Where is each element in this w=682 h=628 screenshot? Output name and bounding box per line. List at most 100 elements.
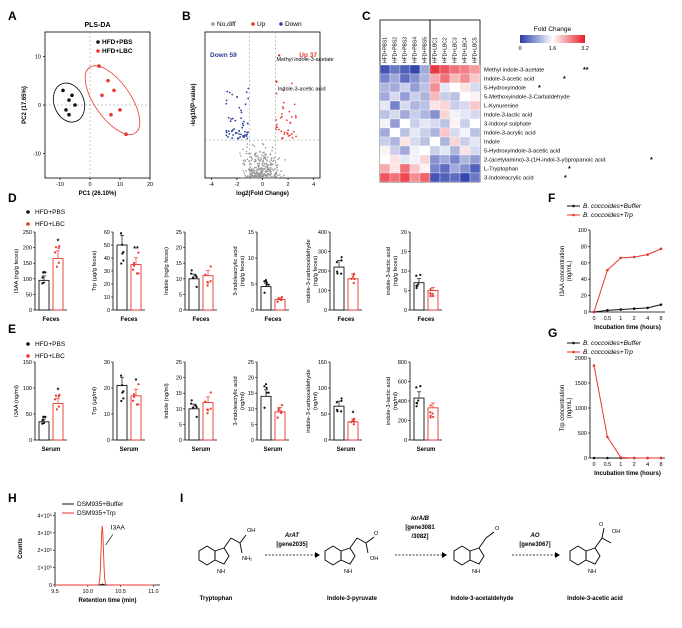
column-label: HFD+PBS4: [413, 37, 419, 63]
up-point: [275, 123, 278, 126]
nodiff-point: [249, 162, 251, 165]
bar: [333, 266, 345, 311]
bar: [188, 278, 200, 311]
series-point: [646, 306, 649, 310]
y-tick-label: 0: [584, 456, 587, 462]
nodiff-point: [244, 174, 247, 177]
heatmap-cell: [439, 100, 451, 111]
y-tick-label: 150: [318, 360, 327, 366]
heatmap-cell: [409, 118, 421, 129]
data-point: [265, 386, 268, 390]
chromatogram-trace: [55, 525, 154, 586]
data-point: [350, 277, 353, 280]
significance-marker: *: [57, 239, 60, 246]
pbs-point: [70, 93, 74, 98]
series-point: [659, 247, 663, 251]
heatmap-cell: [429, 109, 441, 120]
y-tick-label: 10: [104, 295, 110, 301]
heatmap-cell: [419, 91, 431, 102]
x-axis-label: log2(Fold Change): [236, 191, 289, 197]
y-tick-label: 0: [324, 438, 327, 444]
data-point: [280, 404, 284, 407]
heatmap-cell: [379, 82, 391, 93]
data-point: [191, 406, 195, 409]
heatmap-cell: [449, 163, 461, 174]
nodiff-point: [259, 167, 262, 170]
down-point: [246, 133, 248, 136]
down-point: [234, 119, 237, 122]
heatmap-cell: [429, 163, 441, 174]
down-point: [239, 136, 242, 138]
legend-marker: [96, 49, 100, 53]
data-point: [54, 246, 58, 249]
nodiff-point: [270, 176, 273, 179]
bar: [260, 286, 272, 311]
y-tick-label: 200: [23, 246, 32, 252]
nodiff-point: [246, 158, 249, 161]
bar: [260, 395, 272, 441]
x-tick-label: 11.0: [148, 589, 158, 595]
legend-marker: [26, 222, 30, 226]
nodiff-point: [250, 170, 253, 172]
heatmap-cell: [449, 82, 461, 93]
down-point: [231, 93, 234, 96]
nodiff-point: [257, 169, 260, 171]
heatmap-cell: [439, 172, 451, 183]
x-category-label: Feces: [42, 317, 60, 323]
nodiff-point: [262, 162, 264, 165]
chromatogram-chart: 0 1×10⁵ 2×10⁵ 3×10⁵ 4×10⁵ 9.5 10.0 10.5 11.0 Rete…: [18, 501, 160, 604]
y-tick-label: 10: [248, 407, 254, 413]
panel-label-i: I: [180, 491, 183, 505]
x-category-label: Serum: [337, 447, 356, 453]
pbs-point: [64, 108, 68, 112]
nodiff-point: [267, 156, 269, 158]
nodiff-point: [273, 159, 275, 161]
nodiff-point: [252, 175, 255, 177]
data-point: [416, 402, 419, 405]
legend-label: B. coccoides+Buffer: [583, 340, 642, 347]
nodiff-point: [279, 173, 281, 176]
acetic-acid-o-label: O: [599, 522, 604, 528]
nodiff-point: [273, 156, 276, 159]
x-axis-label: Retention time (min): [79, 598, 137, 604]
y-tick-label: 400: [398, 399, 407, 405]
feces-bar-charts: HFD+PBSHFD+LBC050100150200250*FecesI3AA …: [14, 209, 442, 323]
y-axis-label: indole-3-lactic acid: [386, 247, 392, 295]
down-point: [238, 133, 240, 135]
data-point: [135, 403, 139, 406]
nodiff-point: [254, 175, 257, 178]
data-point: [44, 271, 47, 274]
x-axis-label: Incubation time (hours): [594, 325, 661, 331]
pbs-point: [67, 112, 71, 117]
bar: [413, 397, 425, 441]
data-point: [54, 251, 57, 254]
x-tick-label: 0.5: [604, 316, 612, 322]
bar: [52, 258, 64, 311]
heatmap-cell: [469, 118, 481, 129]
nodiff-point: [274, 161, 277, 164]
heatmap-cell: [469, 82, 481, 93]
bar: [116, 244, 128, 311]
series-line: [593, 304, 662, 313]
x-tick-label: -4: [209, 182, 214, 188]
nodiff-point: [265, 162, 268, 164]
y-axis-label: (ng/g feces): [313, 256, 319, 287]
y-tick-label: 150: [23, 261, 32, 267]
data-point: [195, 415, 198, 419]
heatmap-cell: [399, 100, 411, 111]
nodiff-point: [250, 159, 253, 162]
series-point: [592, 364, 596, 367]
heatmap-cell: [469, 64, 481, 75]
x-tick-label: 10.5: [115, 589, 126, 595]
heatmap-cell: [399, 82, 411, 93]
nodiff-point: [280, 170, 283, 173]
heatmap-cell: [379, 109, 391, 120]
heatmap-cell: [429, 127, 441, 138]
data-point: [415, 274, 418, 277]
nodiff-point: [266, 177, 269, 179]
heatmap-cell: [419, 172, 431, 183]
y-tick-label: 15: [248, 391, 254, 397]
data-point: [206, 284, 209, 287]
nodiff-point: [280, 176, 282, 178]
